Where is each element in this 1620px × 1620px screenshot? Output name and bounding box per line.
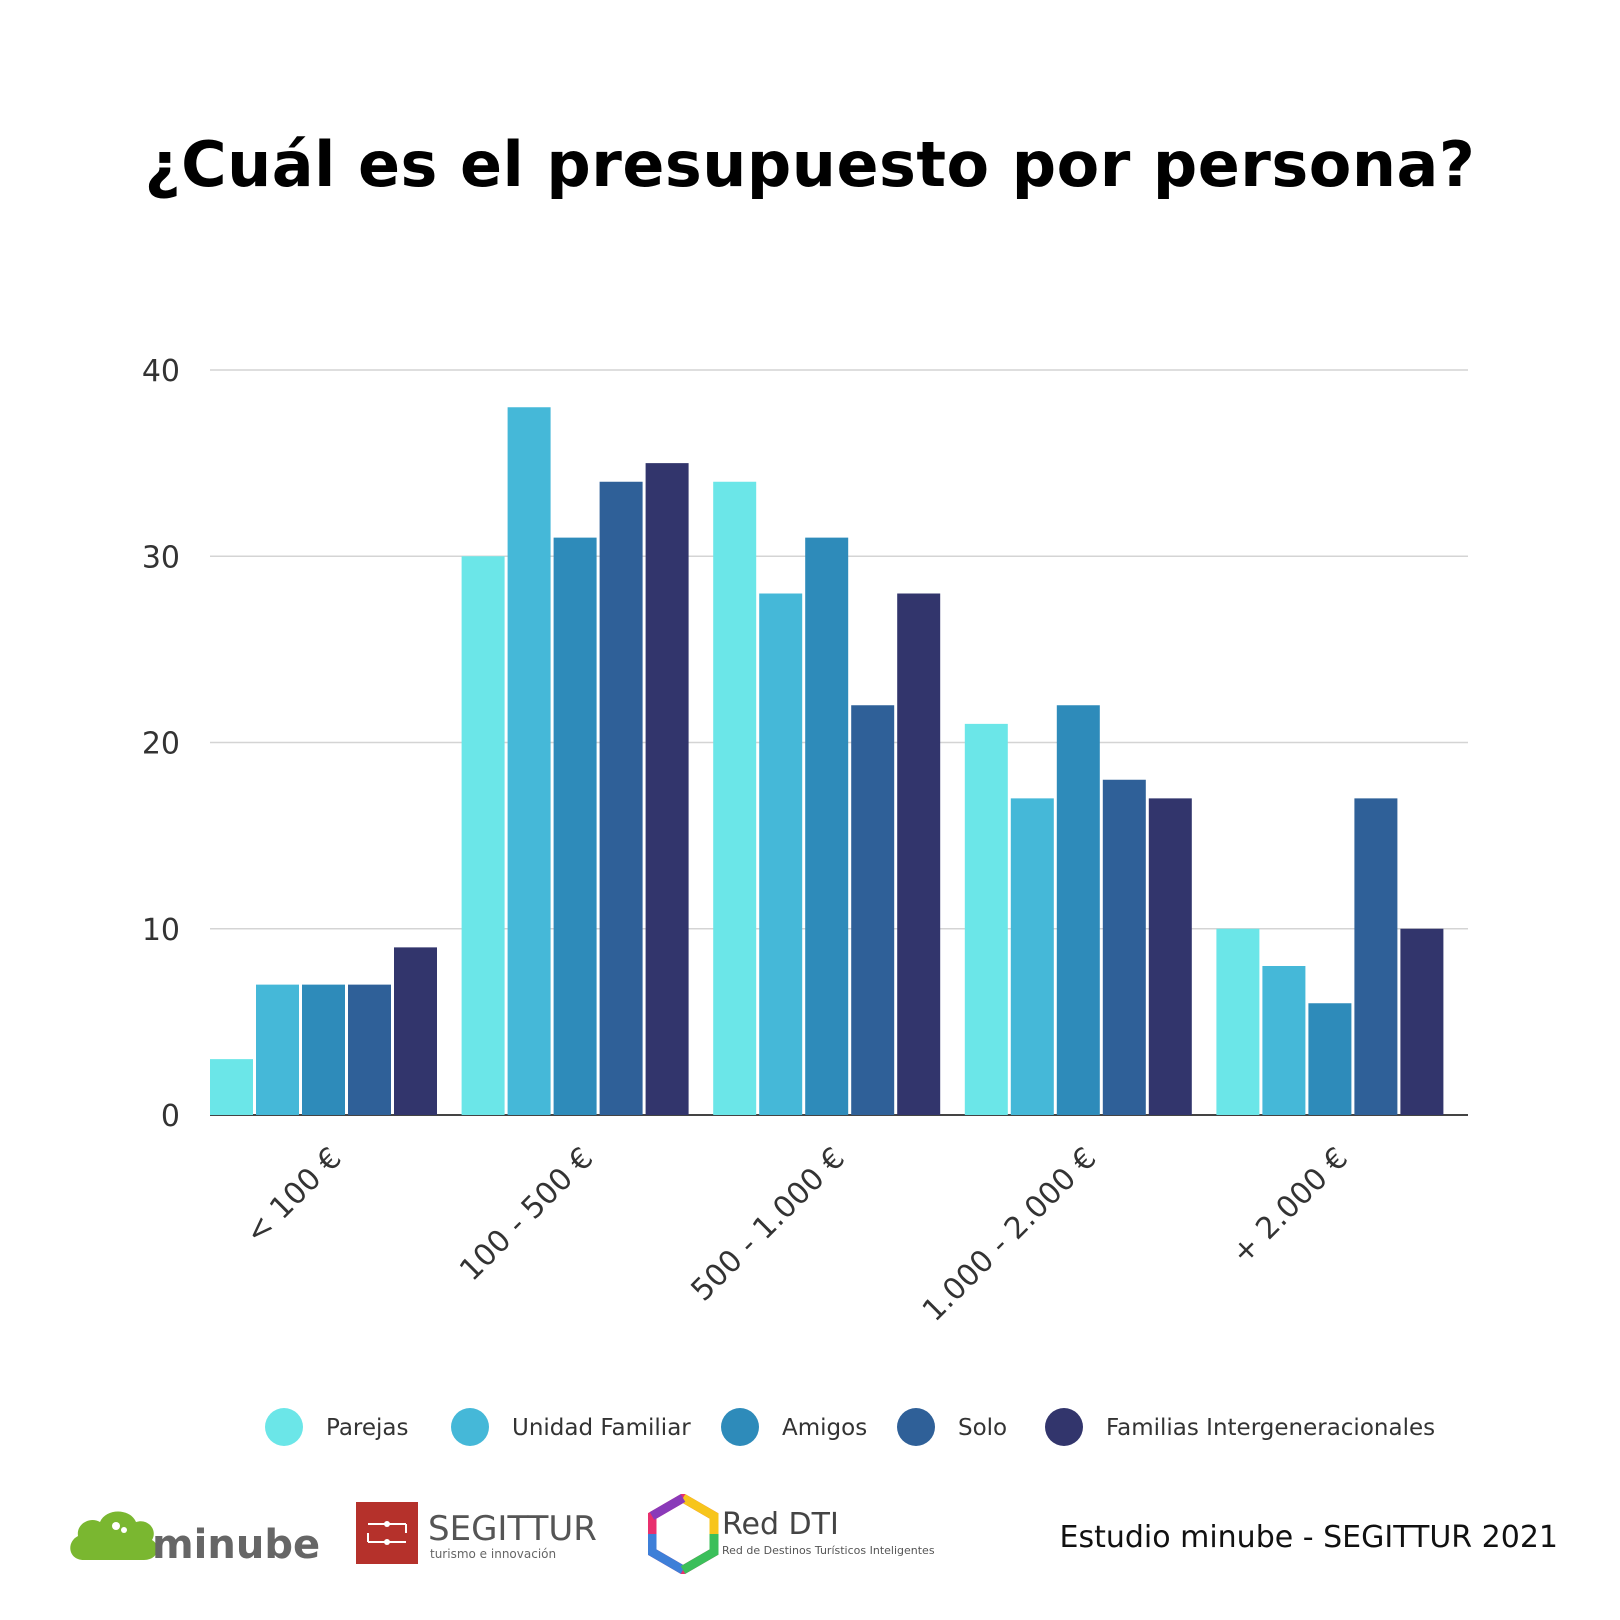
x-tick-label: + 2.000 €: [1225, 1141, 1355, 1271]
bar: [394, 947, 437, 1115]
minube-logo-text: minube: [152, 1522, 320, 1568]
y-tick-label: 0: [161, 1099, 180, 1134]
legend-swatch: [1045, 1408, 1083, 1446]
bar: [1056, 705, 1100, 1115]
x-tick-label: 100 - 500 €: [453, 1141, 600, 1288]
bar: [348, 984, 391, 1115]
bar: [805, 537, 849, 1115]
legend-swatch: [897, 1408, 935, 1446]
bar: [302, 984, 345, 1115]
y-tick-label: 30: [142, 540, 180, 575]
bar: [1010, 798, 1054, 1115]
x-axis-labels: < 100 € 100 - 500 € 500 - 1.000 € 1.000 - 2…: [239, 1141, 1355, 1329]
legend-label: Familias Intergeneracionales: [1106, 1415, 1435, 1441]
bar: [553, 537, 597, 1115]
bar: [210, 1059, 253, 1115]
bar: [964, 723, 1008, 1115]
bar: [256, 984, 299, 1115]
legend-swatch: [451, 1408, 489, 1446]
bar: [1400, 928, 1444, 1115]
bar: [507, 407, 551, 1115]
segittur-logo[interactable]: SEGITTUR turismo e innovación: [356, 1500, 616, 1570]
bar: [1216, 928, 1260, 1115]
bar: [759, 593, 803, 1115]
bar: [1148, 798, 1192, 1115]
bar: [599, 481, 643, 1115]
minube-logo[interactable]: minube: [66, 1502, 326, 1572]
bars: [210, 407, 1444, 1115]
y-tick-label: 40: [142, 354, 180, 389]
reddti-logo-tagline: Red de Destinos Turísticos Inteligentes: [722, 1544, 935, 1557]
x-tick-label: 1.000 - 2.000 €: [916, 1141, 1104, 1329]
reddti-logo[interactable]: Red DTI Red de Destinos Turísticos Intel…: [648, 1494, 948, 1574]
legend-swatch: [265, 1408, 303, 1446]
bar: [897, 593, 941, 1115]
bar: [851, 705, 895, 1115]
bar-chart: 0 10 20 30 40 < 100 € 100 - 500 € 500 - 1.000 …: [142, 354, 1468, 1446]
y-tick-label: 10: [142, 913, 180, 948]
bar: [645, 463, 689, 1115]
legend-label: Solo: [958, 1415, 1007, 1441]
reddti-logo-text: Red DTI: [722, 1507, 839, 1542]
legend-label: Amigos: [782, 1415, 867, 1441]
x-tick-label: 500 - 1.000 €: [685, 1141, 852, 1308]
x-tick-label: < 100 €: [239, 1141, 349, 1251]
footer: minube SEGITTUR turismo e innovación Red…: [0, 1490, 1620, 1600]
bar: [713, 481, 757, 1115]
y-tick-label: 20: [142, 727, 180, 762]
bar: [1354, 798, 1398, 1115]
segittur-logo-tagline: turismo e innovación: [430, 1547, 556, 1561]
bar: [461, 556, 505, 1115]
legend-swatch: [721, 1408, 759, 1446]
legend: Parejas Unidad Familiar Amigos Solo Familias…: [265, 1408, 1435, 1446]
source-credit: Estudio minube - SEGITTUR 2021: [1059, 1520, 1558, 1555]
segittur-logo-text: SEGITTUR: [428, 1509, 597, 1549]
bar: [1308, 1003, 1352, 1115]
bar: [1262, 966, 1306, 1115]
legend-label: Parejas: [326, 1415, 409, 1441]
legend-label: Unidad Familiar: [512, 1415, 691, 1441]
bar: [1102, 779, 1146, 1115]
y-axis-ticks: 0 10 20 30 40: [142, 354, 180, 1134]
chart-title: ¿Cuál es el presupuesto por persona?: [144, 128, 1476, 201]
